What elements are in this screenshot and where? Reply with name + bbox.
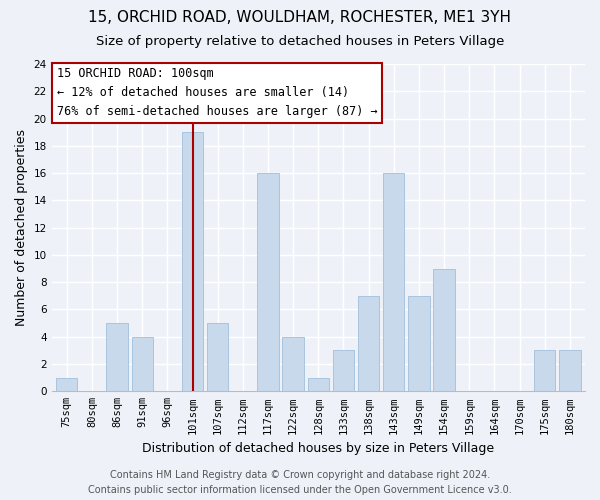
Bar <box>131 337 153 392</box>
Bar <box>534 350 556 392</box>
Bar <box>257 173 279 392</box>
Bar <box>383 173 404 392</box>
Bar <box>559 350 581 392</box>
Bar <box>283 337 304 392</box>
Y-axis label: Number of detached properties: Number of detached properties <box>15 129 28 326</box>
Text: 15, ORCHID ROAD, WOULDHAM, ROCHESTER, ME1 3YH: 15, ORCHID ROAD, WOULDHAM, ROCHESTER, ME… <box>89 10 511 25</box>
X-axis label: Distribution of detached houses by size in Peters Village: Distribution of detached houses by size … <box>142 442 494 455</box>
Bar <box>433 268 455 392</box>
Bar <box>182 132 203 392</box>
Text: 15 ORCHID ROAD: 100sqm
← 12% of detached houses are smaller (14)
76% of semi-det: 15 ORCHID ROAD: 100sqm ← 12% of detached… <box>57 68 377 118</box>
Bar <box>56 378 77 392</box>
Bar <box>308 378 329 392</box>
Bar <box>207 323 229 392</box>
Text: Size of property relative to detached houses in Peters Village: Size of property relative to detached ho… <box>96 35 504 48</box>
Bar <box>358 296 379 392</box>
Bar <box>408 296 430 392</box>
Bar <box>106 323 128 392</box>
Text: Contains HM Land Registry data © Crown copyright and database right 2024.
Contai: Contains HM Land Registry data © Crown c… <box>88 470 512 495</box>
Bar <box>333 350 354 392</box>
